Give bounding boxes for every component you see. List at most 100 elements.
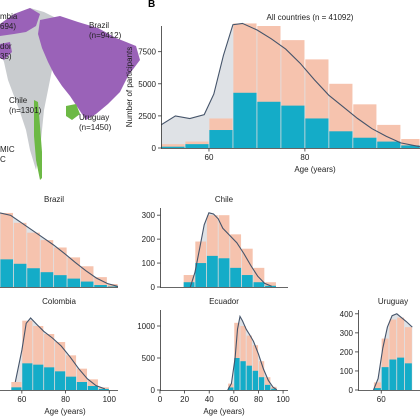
bar-total: [206, 215, 218, 287]
y-axis-label: Number of participants: [125, 47, 134, 127]
bar-subgroup: [195, 263, 207, 287]
density-line: [161, 22, 420, 148]
bar-subgroup: [44, 367, 55, 390]
chart-uruguay: 60 0 100 200 300 400 Uruguay: [340, 297, 420, 404]
bar-subgroup: [183, 282, 195, 287]
y-tick-label: 300: [340, 329, 354, 338]
y-tick-label: 0: [151, 386, 156, 395]
bar-total: [246, 335, 252, 390]
map-chile: [34, 100, 42, 180]
x-tick-label: 80: [254, 395, 263, 404]
bar-subgroup: [54, 275, 67, 287]
label-uruguay-name: Uruguay: [79, 113, 110, 122]
bar-subgroup: [33, 364, 44, 390]
bar-subgroup: [234, 358, 240, 390]
bar-subgroup: [404, 363, 412, 390]
chart-chile: 0 100 200 300 Chile: [142, 195, 288, 292]
y-tick-label: 7500: [138, 48, 156, 57]
bar-subgroup: [305, 118, 329, 148]
bar-subgroup: [11, 387, 22, 390]
plot-area-all: [161, 22, 420, 148]
bar-total: [11, 382, 22, 390]
plot-area-colombia: [11, 317, 109, 390]
bar-subgroup: [161, 146, 185, 148]
x-tick-label: 40: [205, 395, 214, 404]
bar-total: [161, 144, 185, 148]
y-tick-label: 300: [142, 211, 156, 220]
bar-subgroup: [209, 130, 233, 148]
bar-total: [265, 377, 271, 390]
y-tick-label: 100: [142, 259, 156, 268]
density-line: [189, 212, 272, 287]
bar-subgroup: [87, 386, 98, 390]
bar-total: [76, 368, 88, 390]
bar-total: [252, 345, 259, 390]
label-colombia-n: 694): [0, 22, 17, 31]
density-line: [0, 212, 118, 287]
bar-total: [373, 382, 381, 390]
panel-b-letter-group: B: [148, 0, 155, 10]
chart-all: 60 80 0 2500 5000 7500 All countries (n = 4109…: [125, 13, 420, 174]
bar-subgroup: [381, 367, 389, 390]
y-tick-label: 100: [340, 367, 354, 376]
bar-subgroup: [240, 361, 246, 390]
y-tick-label: 0: [151, 283, 156, 292]
bar-subgroup: [98, 388, 109, 390]
chart-title: Colombia: [42, 297, 76, 306]
bar-total: [240, 326, 246, 390]
bar-subgroup: [27, 268, 40, 287]
bar-subgroup: [258, 377, 265, 390]
panel-b-letter: B: [148, 0, 155, 10]
bar-total: [228, 383, 234, 390]
chart-title: Chile: [215, 195, 234, 204]
y-tick-label: 200: [340, 348, 354, 357]
x-tick-label: 60: [17, 395, 26, 404]
plot-area-ecuador: [227, 314, 278, 390]
chart-title: All countries (n = 41092): [267, 13, 354, 22]
bar-subgroup: [265, 384, 271, 390]
map-colombia: [0, 8, 40, 36]
chart-title: Ecuador: [209, 297, 239, 306]
y-tick-label: 2500: [138, 112, 156, 121]
label-brazil-n: (n=9412): [89, 31, 122, 40]
legend-entry-1: MIC: [0, 145, 15, 154]
bar-subgroup: [206, 255, 218, 287]
y-tick-label: 0: [349, 386, 354, 395]
x-axis-label: Age (years): [203, 407, 245, 416]
bar-total: [234, 322, 240, 390]
bar-total: [33, 326, 44, 390]
chart-title: Brazil: [44, 195, 64, 204]
label-colombia-name: mbia: [0, 12, 18, 21]
y-tick-label: 500: [142, 354, 156, 363]
label-ecuador-n: 35): [0, 52, 12, 61]
bar-subgroup: [271, 388, 277, 390]
bar-total: [381, 338, 389, 390]
bar-total: [87, 379, 98, 390]
bar-total: [94, 277, 107, 287]
bar-total: [353, 104, 377, 148]
x-tick-label: 20: [180, 395, 189, 404]
x-tick-label: 80: [61, 395, 70, 404]
bar-subgroup: [40, 272, 54, 287]
label-brazil-name: Brazil: [89, 21, 110, 30]
bar-subgroup: [185, 144, 209, 148]
bar-subgroup: [22, 363, 33, 390]
density-area: [227, 316, 277, 390]
bar-subgroup: [257, 101, 281, 148]
bar-subgroup: [253, 282, 265, 287]
bar-subgroup: [389, 359, 397, 390]
bar-subgroup: [218, 258, 230, 287]
bar-subgroup: [233, 92, 257, 148]
plot-area-uruguay: [372, 313, 413, 390]
y-tick-label: 200: [142, 235, 156, 244]
x-tick-label: 60: [205, 153, 214, 162]
bar-subgroup: [329, 131, 353, 148]
y-tick-label: 400: [340, 310, 354, 319]
bar-subgroup: [80, 281, 94, 287]
bar-total: [265, 282, 276, 287]
bar-subgroup: [67, 278, 81, 287]
bar-total: [230, 234, 242, 287]
bar-subgroup: [377, 141, 401, 148]
x-tick-label: 60: [377, 395, 386, 404]
